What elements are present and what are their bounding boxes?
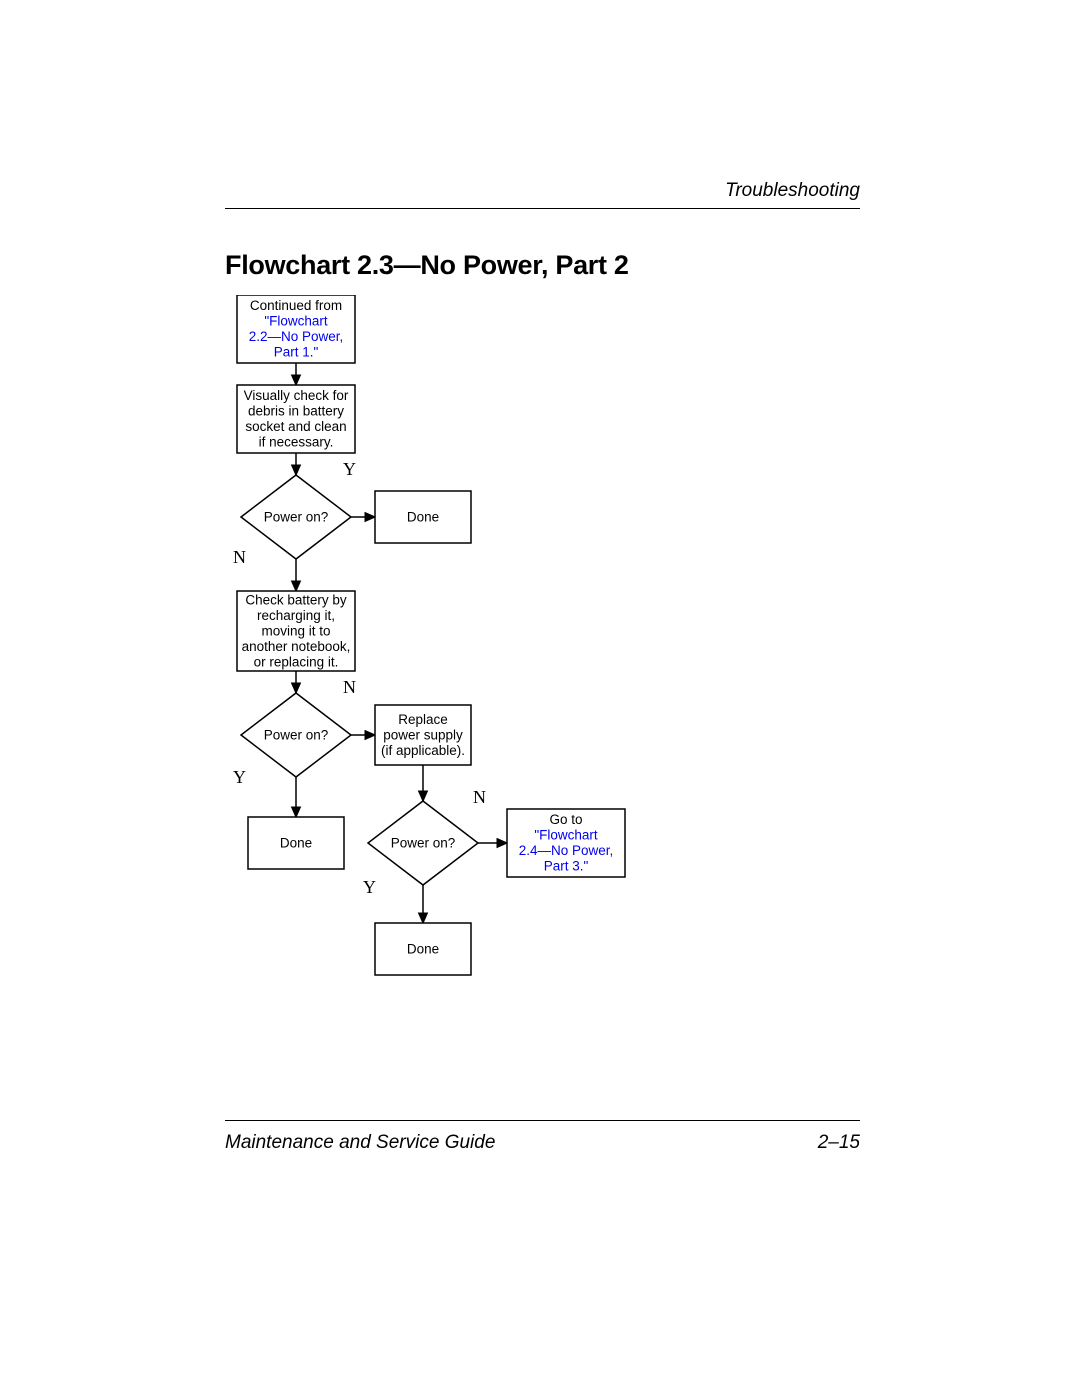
node-text: if necessary.: [259, 435, 334, 450]
node-d2: Power on?: [241, 693, 351, 777]
link-text[interactable]: "Flowchart: [534, 828, 598, 843]
node-text: (if applicable).: [381, 743, 465, 758]
node-d3: Power on?: [368, 801, 478, 885]
edge-label: N: [473, 787, 486, 807]
node-check: Check battery byrecharging it,moving it …: [237, 591, 355, 671]
edge-label: Y: [233, 767, 246, 787]
node-text: Done: [280, 835, 312, 850]
node-text: Visually check for: [244, 388, 349, 403]
node-text: Power on?: [264, 727, 329, 742]
page: Troubleshooting Flowchart 2.3—No Power, …: [0, 0, 1080, 1397]
page-title: Flowchart 2.3—No Power, Part 2: [225, 250, 629, 281]
header-rule: [225, 208, 860, 209]
node-text: Go to: [549, 812, 582, 827]
footer-rule: [225, 1120, 860, 1121]
node-text: or replacing it.: [254, 654, 339, 669]
footer-right: 2–15: [818, 1132, 860, 1154]
node-text: Replace: [398, 712, 448, 727]
node-text: another notebook,: [242, 639, 351, 654]
node-text: Done: [407, 941, 439, 956]
node-replace: Replacepower supply(if applicable).: [375, 705, 471, 765]
node-visual: Visually check fordebris in batterysocke…: [237, 385, 355, 453]
edge-label: Y: [363, 877, 376, 897]
edge-label: N: [343, 677, 356, 697]
link-text[interactable]: Part 3.": [544, 859, 589, 874]
node-text: Check battery by: [245, 592, 347, 607]
node-text: Continued from: [250, 298, 342, 313]
node-text: moving it to: [261, 623, 330, 638]
node-text: debris in battery: [248, 404, 344, 419]
footer-left: Maintenance and Service Guide: [225, 1132, 495, 1154]
node-text: Power on?: [264, 509, 329, 524]
node-done1: Done: [375, 491, 471, 543]
link-text[interactable]: Part 1.": [274, 345, 319, 360]
link-text[interactable]: 2.4—No Power,: [519, 843, 614, 858]
node-text: Power on?: [391, 835, 456, 850]
node-d1: Power on?: [241, 475, 351, 559]
header-label: Troubleshooting: [725, 180, 860, 202]
node-text: recharging it,: [257, 608, 335, 623]
node-text: socket and clean: [245, 419, 346, 434]
node-text: power supply: [383, 727, 463, 742]
flowchart: YNNYNYContinued from"Flowchart2.2—No Pow…: [225, 295, 705, 1095]
node-text: Done: [407, 509, 439, 524]
link-text[interactable]: "Flowchart: [264, 314, 328, 329]
edge-label: N: [233, 547, 246, 567]
node-start: Continued from"Flowchart2.2—No Power,Par…: [237, 295, 355, 363]
edge-label: Y: [343, 459, 356, 479]
node-done3: Done: [375, 923, 471, 975]
link-text[interactable]: 2.2—No Power,: [249, 329, 344, 344]
node-done2: Done: [248, 817, 344, 869]
node-goto: Go to"Flowchart2.4—No Power,Part 3.": [507, 809, 625, 877]
